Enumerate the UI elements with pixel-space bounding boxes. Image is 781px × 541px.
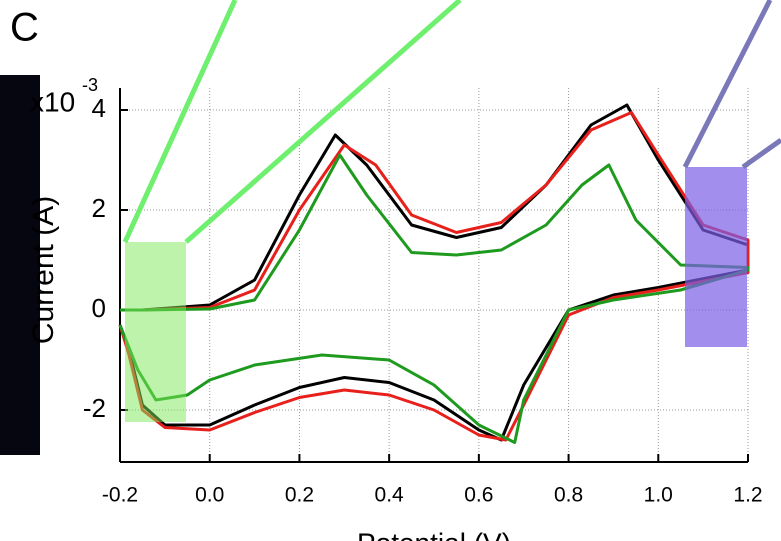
y-axis-label: Current (A)	[27, 196, 60, 344]
plot-area: -0.2 0.0 0.2 0.4 0.6 0.8 1.0 1.2 -2 0 2 4	[83, 88, 763, 507]
cv-curve	[118, 111, 750, 442]
y-tick-label: 0	[92, 293, 106, 323]
x-tick-label: 0.4	[375, 484, 405, 507]
y-tick-label: 4	[92, 93, 106, 123]
panel-label: C	[10, 6, 39, 50]
zoom-line	[122, 0, 238, 244]
cv-curve	[118, 153, 750, 444]
x-tick-label: 0.0	[195, 484, 224, 507]
x-tick-label: 1.2	[733, 484, 762, 507]
y-multiplier: x10	[30, 86, 75, 117]
x-tick-label: 0.8	[554, 484, 583, 507]
zoom-line	[741, 137, 781, 170]
y-tick-label: 2	[92, 193, 106, 223]
y-tick-label: -2	[83, 393, 106, 423]
zoom-line	[682, 0, 773, 169]
x-tick-label: 0.6	[464, 484, 493, 507]
x-tick-label: 0.2	[285, 484, 314, 507]
y-multiplier-exponent: -3	[82, 75, 98, 95]
dark-panel	[0, 75, 40, 455]
highlight-box-green	[125, 242, 186, 422]
x-axis-label: Potential (V)	[357, 527, 511, 541]
highlight-box-purple	[685, 167, 747, 347]
x-tick-label: -0.2	[102, 484, 138, 507]
cv-curve	[118, 103, 750, 442]
x-tick-label: 1.0	[644, 484, 673, 507]
zoom-line	[184, 0, 462, 244]
